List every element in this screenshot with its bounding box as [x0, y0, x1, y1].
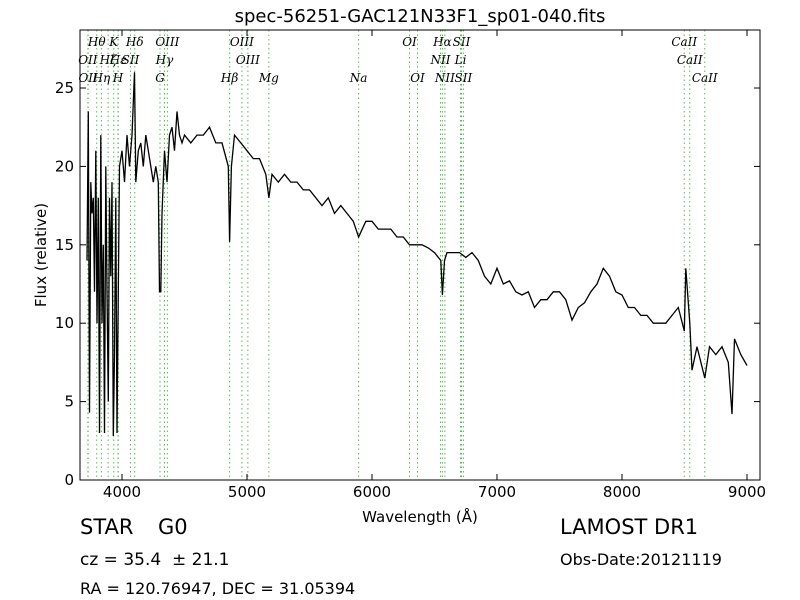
- spectral-line-label: Hθ: [87, 35, 106, 49]
- spectral-line-label: Hη: [92, 71, 111, 85]
- chart-title: spec-56251-GAC121N33F1_sp01-040.fits: [235, 6, 606, 27]
- spectral-line-label: SII: [455, 71, 473, 85]
- x-tick-label: 9000: [728, 483, 766, 501]
- spectral-line-label: Li: [454, 53, 467, 67]
- spectral-line-label: CaII: [671, 35, 697, 49]
- spectral-line-label: CaII: [692, 71, 718, 85]
- x-tick-label: 7000: [478, 483, 516, 501]
- coords-label: RA = 120.76947, DEC = 31.05394: [80, 579, 355, 598]
- spectral-line-label: OI: [410, 71, 425, 85]
- y-tick-label: 20: [55, 157, 74, 175]
- spectral-line-label: Mg: [258, 71, 279, 85]
- class-label: STAR: [80, 515, 133, 539]
- spectral-line-label: CaII: [677, 53, 703, 67]
- spectral-line-label: H: [112, 71, 124, 85]
- spectral-line-label: K: [108, 35, 119, 49]
- spectral-line-label: NII: [430, 53, 451, 67]
- spectral-line-label: OII: [78, 53, 98, 67]
- spectral-line-label: Na: [349, 71, 368, 85]
- y-tick-label: 0: [64, 471, 74, 489]
- survey-label: LAMOST DR1: [560, 515, 698, 539]
- spectral-line-label: OII: [78, 71, 98, 85]
- y-axis-label: Flux (relative): [32, 203, 50, 307]
- spectral-line-label: Hδ: [125, 35, 144, 49]
- y-tick-label: 25: [55, 79, 74, 97]
- x-tick-label: 6000: [353, 483, 391, 501]
- x-axis-label: Wavelength (Å): [362, 507, 478, 526]
- plot-frame: [79, 29, 761, 481]
- spectral-line-label: NII: [434, 71, 455, 85]
- obs-date-label: Obs-Date:20121119: [560, 550, 722, 569]
- x-tick-label: 8000: [603, 483, 641, 501]
- spectral-line-label: Hε: [109, 53, 127, 67]
- subclass-label: G0: [158, 515, 188, 539]
- spectral-line-label: OIII: [230, 35, 254, 49]
- spectral-line-label: OIII: [155, 35, 179, 49]
- y-tick-label: 15: [55, 236, 74, 254]
- spectral-line-label: SII: [453, 35, 471, 49]
- spectral-line-label: Hβ: [220, 71, 238, 85]
- spectral-line-label: OIII: [236, 53, 260, 67]
- x-tick-label: 4000: [103, 483, 141, 501]
- spectral-line-label: Hγ: [155, 53, 174, 67]
- spectral-line-label: SII: [122, 53, 140, 67]
- x-tick-label: 5000: [228, 483, 266, 501]
- y-tick-label: 10: [55, 314, 74, 332]
- cz-label: cz = 35.4 ± 21.1: [80, 550, 229, 570]
- spectral-line-label: Hζ: [99, 53, 118, 67]
- spectral-line-label: Hα: [432, 35, 452, 49]
- spectral-line-label: OI: [402, 35, 417, 49]
- y-tick-label: 5: [64, 393, 74, 411]
- spectrum-line: [86, 72, 748, 437]
- spectral-line-label: G: [155, 71, 165, 85]
